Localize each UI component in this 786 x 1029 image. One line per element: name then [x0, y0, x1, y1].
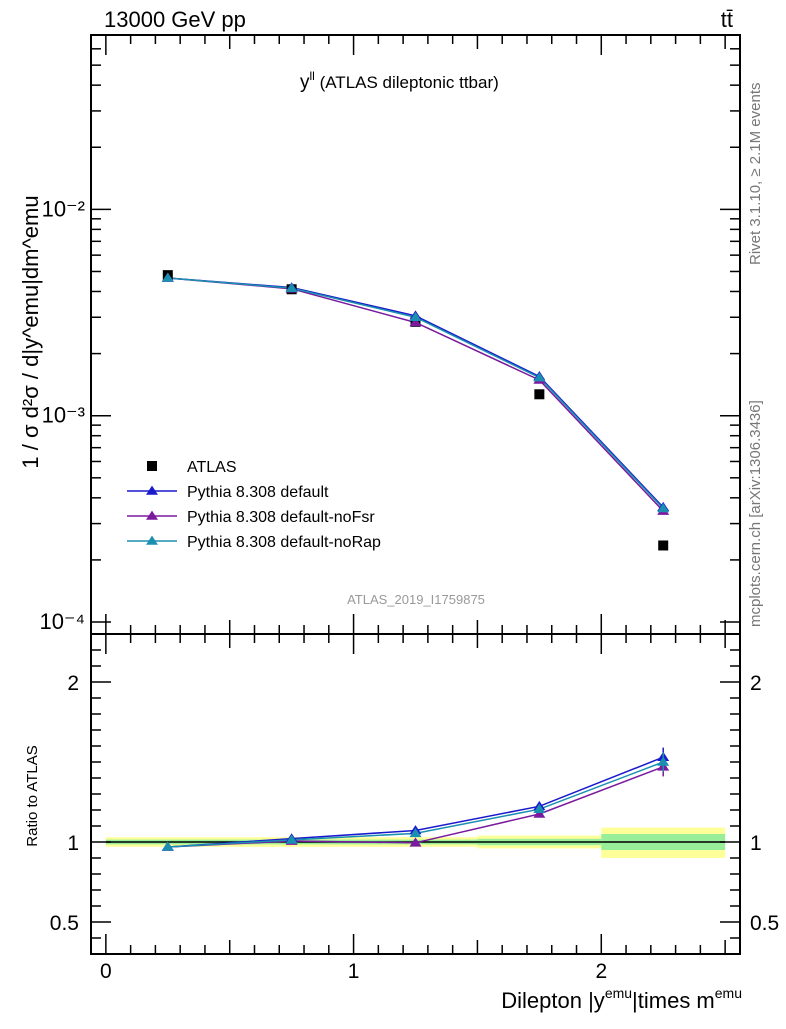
- main-plot-title-sup: ll: [310, 69, 315, 83]
- legend-entry-label: Pythia 8.308 default-noFsr: [187, 509, 375, 526]
- x-axis-label-main: Dilepton |y: [501, 988, 605, 1013]
- main-data-point-pythia: [409, 311, 422, 322]
- main-plot-title: yll (ATLAS dileptonic ttbar): [300, 69, 499, 93]
- main-data-point-pythia: [657, 503, 670, 513]
- legend-marker-triangle: [146, 535, 158, 545]
- ratio-y-axis-label: Ratio to ATLAS: [24, 745, 41, 846]
- main-axis-ticks: 10⁻⁴ 10⁻³ 10⁻²: [39, 34, 740, 634]
- legend-marker-triangle: [146, 510, 158, 520]
- watermark: ATLAS_2019_I1759875: [347, 592, 485, 607]
- ratio-frame: [90, 633, 741, 955]
- main-data-point-pythia: [161, 272, 174, 282]
- ratio-data-point: [657, 756, 670, 766]
- main-data-point-pythia: [533, 372, 546, 382]
- ratio-data-point: [533, 803, 546, 813]
- legend-entry-label: Pythia 8.308 default: [187, 484, 329, 501]
- x-axis-label-mid: |times m: [632, 988, 715, 1013]
- ratio-y-tick-label-right: 0.5: [750, 912, 779, 935]
- main-data-point-pythia: [409, 317, 422, 327]
- main-data-point-pythia: [285, 282, 298, 292]
- ratio-y-tick-label-right: 2: [750, 672, 762, 695]
- x-axis-label-sup2: emu: [715, 985, 742, 1001]
- ratio-data-point: [285, 834, 298, 844]
- legend-entry-label: ATLAS: [187, 459, 237, 476]
- ratio-x-tick-label: 2: [595, 960, 607, 983]
- ratio-data-point: [409, 837, 422, 847]
- main-y-tick-label: 10⁻⁴: [39, 609, 85, 634]
- main-series-group: [161, 270, 670, 551]
- rivet-version-label: Rivet 3.1.10, ≥ 2.1M events: [747, 83, 764, 266]
- mcplots-label: mcplots.cern.ch [arXiv:1306.3436]: [747, 400, 764, 627]
- ratio-x-tick-label: 1: [348, 960, 360, 983]
- ratio-data-point: [409, 827, 422, 838]
- ratio-y-tick-label-left: 0.5: [50, 912, 79, 935]
- ratio-panel: 0 1 2 0.5 0.5 1 1 2 2 Ratio to ATLAS Dilepton |y…: [24, 633, 779, 1013]
- ratio-series-group: [161, 747, 670, 851]
- legend-marker-square: [147, 461, 157, 471]
- main-y-tick-label: 10⁻²: [42, 196, 85, 221]
- legend: ATLAS Pythia 8.308 default Pythia 8.308 de…: [127, 459, 381, 551]
- process-label: tt̄: [721, 7, 733, 32]
- energy-label: 13000 GeV pp: [104, 7, 246, 32]
- main-data-point-atlas: [534, 389, 545, 400]
- main-plot-title-main: y: [300, 72, 310, 93]
- ratio-y-tick-label-left: 2: [67, 672, 79, 695]
- main-plot-title-rest: (ATLAS dileptonic ttbar): [315, 73, 499, 92]
- main-panel: 10⁻⁴ 10⁻³ 10⁻² yll (ATLAS dileptonic ttbar…: [18, 34, 741, 635]
- ratio-y-tick-label-left: 1: [67, 832, 79, 855]
- x-axis-label-sup1: emu: [605, 985, 632, 1001]
- y-axis-label: 1 / σ d²σ / d|y^emu|dm^emu: [18, 195, 43, 468]
- ratio-data-point: [161, 841, 174, 851]
- ratio-axis-ticks: 0 1 2 0.5 0.5 1 1 2 2: [50, 634, 779, 983]
- main-y-tick-label: 10⁻³: [42, 403, 85, 428]
- ratio-x-tick-label: 0: [100, 960, 112, 983]
- legend-marker-triangle: [146, 485, 158, 495]
- ratio-y-tick-label-right: 1: [750, 832, 762, 855]
- main-data-point-atlas: [658, 540, 669, 551]
- x-axis-label: Dilepton |yemu|times memu: [501, 985, 742, 1013]
- ratio-data-point: [533, 808, 546, 818]
- legend-entry-label: Pythia 8.308 default-noRap: [187, 534, 381, 551]
